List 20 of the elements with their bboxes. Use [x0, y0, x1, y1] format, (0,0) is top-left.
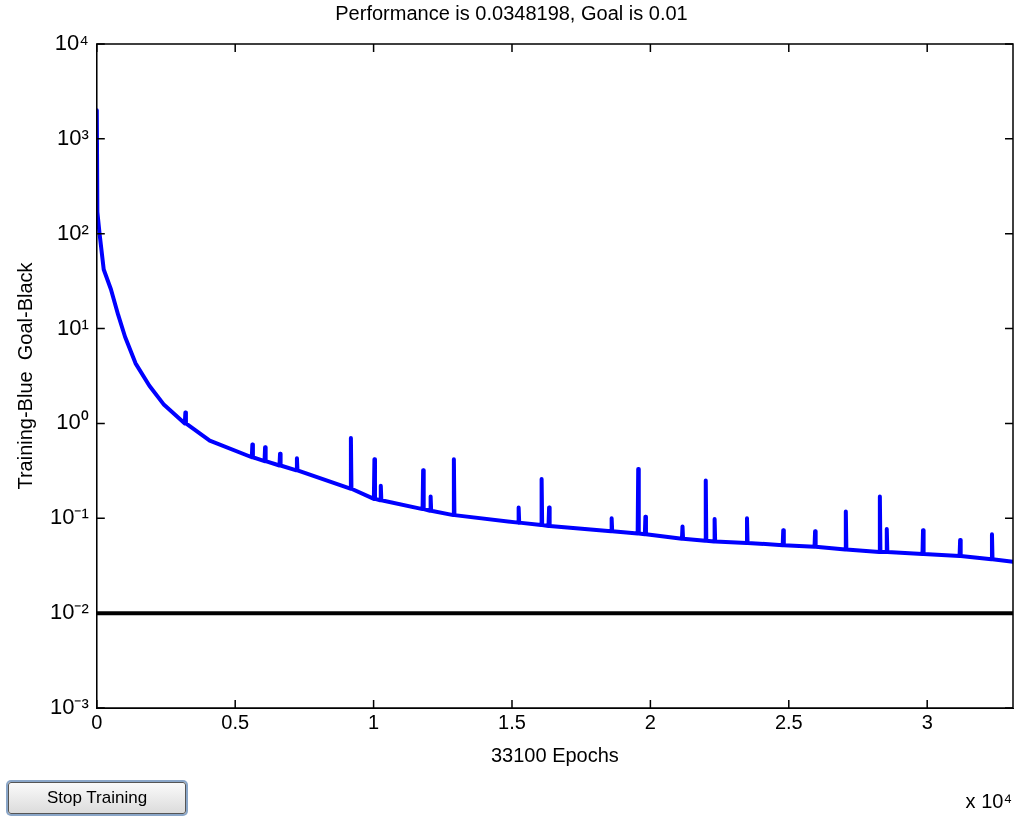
stop-training-button[interactable]: Stop Training [8, 782, 186, 814]
y-tick-label: 10³ [57, 124, 89, 150]
y-tick-label: 10² [57, 219, 89, 245]
y-tick-label: 10⁻² [50, 599, 89, 625]
x-tick-label: 0 [91, 710, 103, 733]
x-tick-label: 1.5 [498, 710, 526, 733]
y-tick-label: 10¹ [57, 314, 89, 340]
x-tick-label: 1 [368, 710, 380, 733]
y-tick-label: 10⁻¹ [50, 504, 89, 530]
y-axis-title: Training-Blue Goal-Black [13, 261, 36, 490]
x-tick-label: 3 [921, 710, 933, 733]
x-axis-title: 33100 Epochs [490, 743, 619, 766]
x-tick-label: 2 [644, 710, 656, 733]
x-tick-label: 0.5 [221, 710, 250, 733]
y-tick-label: 10⁰ [56, 409, 89, 435]
y-tick-label: 10⁴ [54, 30, 89, 56]
text: x 10⁴ [965, 790, 1012, 812]
chart-title: Performance is 0.0348198, Goal is 0.01 [335, 1, 688, 24]
x-tick-label: 2.5 [774, 710, 803, 733]
y-tick-label: 10⁻³ [50, 694, 89, 720]
